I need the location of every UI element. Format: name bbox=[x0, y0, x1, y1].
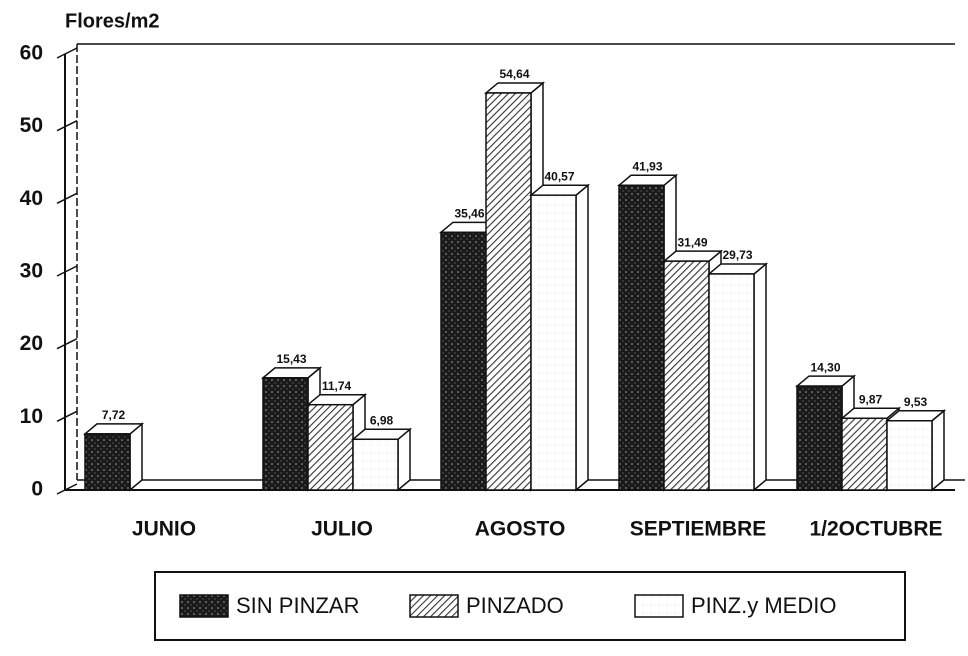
y-tick-label: 0 bbox=[31, 478, 43, 501]
x-tick-label: JUNIO bbox=[132, 518, 196, 541]
value-label: 9,53 bbox=[904, 395, 928, 409]
value-label: 7,72 bbox=[102, 408, 126, 422]
y-tick-label: 50 bbox=[20, 114, 43, 137]
tick-mark bbox=[56, 410, 78, 423]
tick-mark bbox=[56, 192, 78, 205]
value-label: 54,64 bbox=[499, 67, 529, 81]
value-label: 15,43 bbox=[276, 352, 306, 366]
value-label: 9,87 bbox=[859, 392, 883, 406]
bar bbox=[796, 385, 843, 491]
bar bbox=[663, 260, 710, 491]
legend-swatch bbox=[634, 594, 684, 618]
bar bbox=[708, 273, 755, 491]
tick-mark bbox=[56, 483, 78, 495]
legend-swatch bbox=[179, 594, 229, 618]
x-tick-label: SEPTIEMBRE bbox=[630, 518, 767, 541]
value-label: 14,30 bbox=[810, 360, 840, 374]
legend-swatch bbox=[409, 594, 459, 618]
value-label: 41,93 bbox=[632, 159, 662, 173]
bar bbox=[618, 184, 665, 491]
bar bbox=[841, 417, 888, 491]
tick-mark bbox=[56, 337, 78, 350]
tick-mark bbox=[56, 119, 78, 132]
y-axis-label: Flores/m2 bbox=[65, 10, 159, 32]
bar-side bbox=[129, 422, 143, 492]
bar bbox=[886, 419, 933, 491]
y-tick-label: 60 bbox=[20, 42, 43, 65]
value-label: 29,73 bbox=[722, 248, 752, 262]
legend-label: PINZ.y MEDIO bbox=[691, 593, 836, 618]
legend-box bbox=[154, 571, 906, 641]
bar bbox=[307, 403, 354, 491]
bar bbox=[352, 438, 399, 491]
y-tick-label: 10 bbox=[20, 405, 43, 428]
value-label: 6,98 bbox=[370, 413, 394, 427]
bar bbox=[485, 92, 532, 491]
legend-label: PINZADO bbox=[466, 593, 564, 618]
bar-side bbox=[931, 409, 945, 492]
bar-side bbox=[753, 262, 767, 492]
value-label: 40,57 bbox=[544, 169, 574, 183]
y-tick-label: 20 bbox=[20, 332, 43, 355]
tick-mark bbox=[56, 47, 78, 59]
x-tick-label: AGOSTO bbox=[475, 518, 566, 541]
y-tick-label: 40 bbox=[20, 187, 43, 210]
value-label: 31,49 bbox=[677, 235, 707, 249]
bar bbox=[440, 231, 487, 491]
y-tick-label: 30 bbox=[20, 260, 43, 283]
x-tick-label: JULIO bbox=[311, 518, 373, 541]
value-label: 11,74 bbox=[322, 379, 352, 393]
bar bbox=[262, 377, 309, 491]
value-label: 35,46 bbox=[454, 206, 484, 220]
legend-label: SIN PINZAR bbox=[236, 593, 359, 618]
x-tick-label: 1/2OCTUBRE bbox=[809, 518, 942, 541]
bar-side bbox=[575, 183, 589, 492]
tick-mark bbox=[56, 265, 78, 277]
bar bbox=[530, 194, 577, 491]
bar bbox=[84, 433, 131, 491]
